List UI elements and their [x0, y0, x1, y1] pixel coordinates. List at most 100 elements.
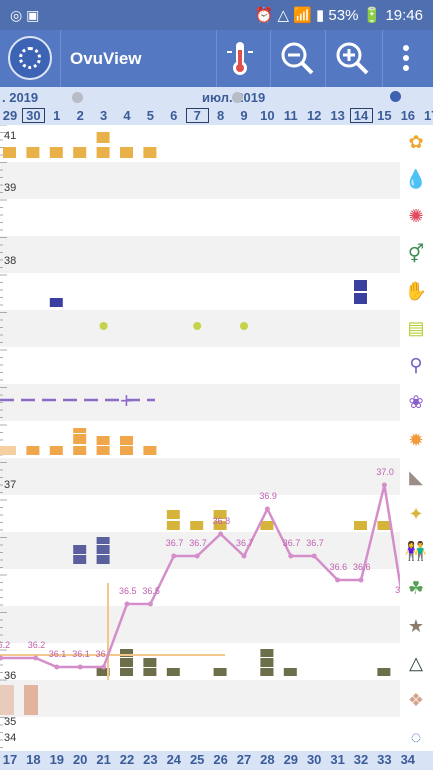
temperature-label: 36 — [96, 649, 106, 659]
day-label[interactable]: 26 — [213, 752, 228, 767]
day-label[interactable]: 31 — [330, 752, 345, 767]
day-label[interactable]: 34 — [400, 752, 416, 767]
zoom-out-icon[interactable] — [277, 38, 317, 78]
symptom-mark — [143, 658, 157, 667]
day-label[interactable]: 14 — [349, 108, 373, 123]
cycle-chart[interactable]: 4140393837363534+36.236.236.136.13636.53… — [0, 125, 400, 750]
day-row-top: 29301234567891011121314151617 — [0, 107, 433, 126]
day-label[interactable]: 16 — [400, 108, 416, 123]
row-band — [0, 162, 400, 199]
diamond-icon[interactable]: ❖ — [407, 690, 425, 710]
temperature-point — [335, 577, 341, 583]
temperature-line — [0, 484, 400, 669]
day-label[interactable]: 29 — [283, 752, 299, 767]
document-icon[interactable]: ▤ — [407, 318, 425, 338]
day-label[interactable]: 32 — [353, 752, 369, 767]
day-label[interactable]: 27 — [236, 752, 252, 767]
row-band — [0, 199, 400, 236]
day-label[interactable]: 23 — [143, 752, 158, 767]
day-label[interactable]: 21 — [96, 752, 111, 767]
symptom-mark — [260, 521, 274, 530]
hand-icon[interactable]: ✋ — [404, 280, 428, 301]
day-label[interactable]: 12 — [306, 108, 322, 123]
day-label[interactable]: 30 — [21, 108, 45, 123]
symptom-mark — [377, 521, 391, 530]
sparkle-icon[interactable]: ✦ — [408, 504, 424, 524]
day-label[interactable]: 24 — [166, 752, 182, 767]
day-label[interactable]: 2 — [76, 108, 84, 123]
month-header: . 2019 июл. 2019 — [0, 87, 433, 107]
row-band — [0, 125, 400, 162]
day-label[interactable]: 9 — [240, 108, 248, 123]
temperature-point — [241, 553, 247, 559]
drop-icon[interactable]: 💧 — [404, 169, 428, 190]
app-title: OvuView — [70, 49, 142, 68]
day-label[interactable]: 5 — [146, 108, 154, 123]
symptom-mark — [166, 521, 180, 530]
day-label[interactable]: 4 — [123, 108, 131, 123]
row-band — [0, 717, 400, 750]
day-label[interactable]: 22 — [119, 752, 135, 767]
symptom-mark — [260, 649, 274, 657]
y-axis-label: 36 — [4, 670, 16, 682]
zoom-in-icon[interactable] — [332, 38, 372, 78]
thermometer-icon[interactable] — [220, 38, 260, 78]
day-label[interactable]: 33 — [377, 752, 392, 767]
day-label[interactable]: 10 — [260, 108, 275, 123]
row-band — [0, 236, 400, 273]
symptom-mark — [96, 668, 110, 676]
temperature-point — [194, 553, 200, 559]
test-icon[interactable]: ⚲ — [409, 355, 423, 376]
temperature-label: 36.7 — [306, 538, 324, 548]
flower-check-icon[interactable]: ❀ — [408, 392, 424, 413]
splash-icon[interactable]: ✺ — [408, 206, 424, 227]
cycle-icon[interactable]: ◌ — [410, 727, 422, 748]
star-icon[interactable]: ★ — [407, 615, 425, 636]
triangle-icon[interactable]: △ — [409, 652, 423, 673]
day-label[interactable]: 8 — [216, 108, 225, 123]
temperature-point — [54, 664, 60, 670]
flower-icon[interactable]: ✿ — [408, 132, 424, 152]
plus-mark: + — [120, 388, 133, 413]
symptom-mark — [120, 436, 133, 445]
day-label[interactable]: 6 — [170, 108, 178, 123]
app-logo-icon[interactable] — [8, 36, 52, 80]
temperature-point — [288, 553, 294, 559]
symptom-mark — [354, 293, 367, 304]
couple-icon[interactable]: 👫 — [404, 541, 428, 562]
day-label[interactable]: 7 — [185, 108, 209, 123]
symptom-mark — [96, 537, 110, 544]
temperature-label: 36 — [395, 585, 400, 595]
day-label[interactable]: 19 — [49, 752, 65, 767]
symptom-mark — [73, 147, 87, 158]
day-label[interactable]: 30 — [306, 752, 322, 767]
day-label[interactable]: 3 — [99, 108, 108, 123]
temperature-point — [358, 577, 364, 583]
symptom-mark — [166, 668, 180, 676]
symptom-mark — [143, 446, 157, 455]
day-label[interactable]: 1 — [53, 108, 61, 123]
status-right-text: ⏰ △ 📶 ▮ 53% 🔋 19:46 — [254, 7, 423, 24]
more-vert-icon[interactable] — [386, 38, 426, 78]
sun-icon[interactable]: ✹ — [408, 429, 424, 450]
gender-icon[interactable]: ⚥ — [407, 243, 425, 264]
day-label[interactable]: 11 — [283, 108, 298, 123]
day-label[interactable]: 28 — [260, 752, 275, 767]
dot-mark — [240, 322, 248, 330]
y-axis-label: 34 — [4, 732, 16, 744]
day-label[interactable]: 15 — [377, 108, 392, 123]
day-label[interactable]: 13 — [330, 108, 345, 123]
symptom-mark — [73, 545, 87, 554]
clover-alert-icon[interactable]: ☘ — [407, 578, 425, 599]
row-band — [0, 680, 400, 717]
day-label[interactable]: 29 — [2, 108, 18, 123]
day-label[interactable]: 20 — [72, 752, 88, 767]
day-label[interactable]: 17 — [423, 108, 433, 123]
tag-icon[interactable]: ◣ — [409, 466, 423, 487]
day-label[interactable]: 25 — [189, 752, 205, 767]
symptom-icon-column: ✿ 💧 ✺ ⚥ ✋ ▤ ⚲ ❀ ✹ ◣ ✦ 👫 ☘ ★ △ ❖ ◌ — [400, 125, 433, 750]
day-label[interactable]: 17 — [2, 752, 18, 767]
temperature-point — [171, 553, 177, 559]
row-band — [0, 421, 400, 458]
day-label[interactable]: 18 — [26, 752, 41, 767]
